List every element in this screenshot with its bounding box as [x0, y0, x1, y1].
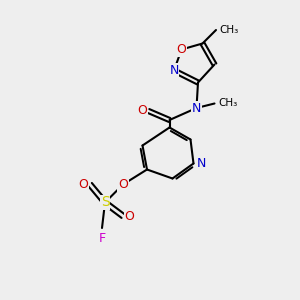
Text: CH₃: CH₃ — [219, 25, 238, 35]
Text: F: F — [98, 232, 106, 244]
Text: S: S — [100, 196, 109, 209]
Text: O: O — [118, 178, 128, 191]
Text: O: O — [177, 43, 186, 56]
Text: O: O — [79, 178, 88, 191]
Text: O: O — [124, 209, 134, 223]
Text: CH₃: CH₃ — [218, 98, 237, 109]
Text: N: N — [169, 64, 179, 77]
Text: O: O — [137, 104, 147, 118]
Text: N: N — [192, 101, 201, 115]
Text: N: N — [197, 157, 206, 170]
